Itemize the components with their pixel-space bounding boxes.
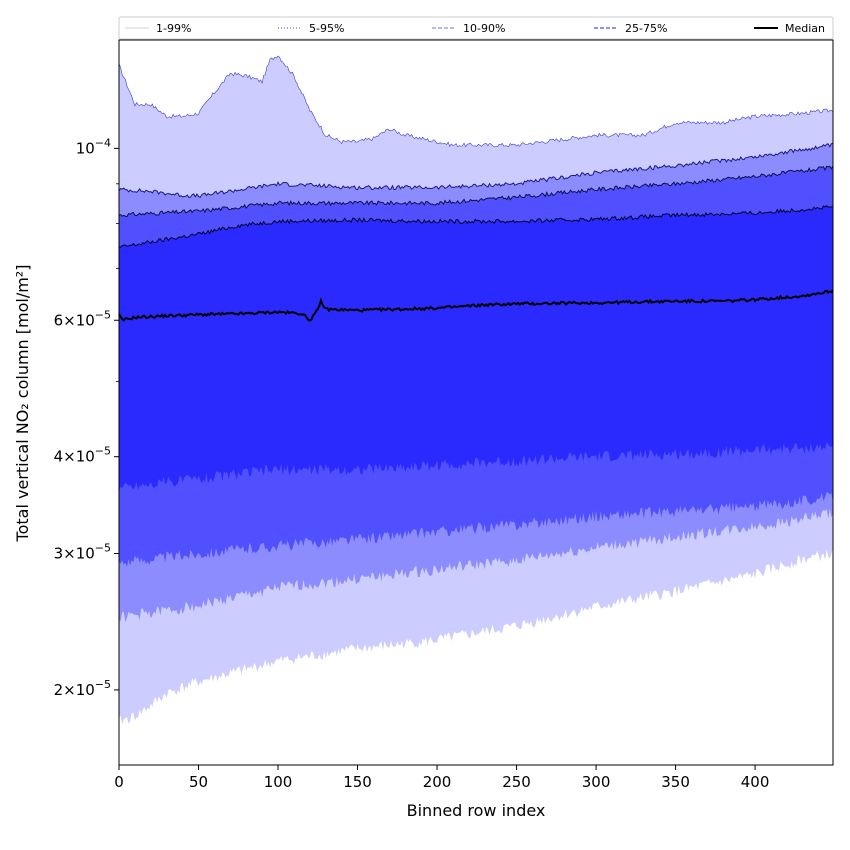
band-upper-edge-10-90% [118,165,834,218]
y-tick-label: 2×10−5 [54,678,111,699]
x-axis: 0 50 100 150 200 250 300 350 400 [114,765,769,791]
y-tick-label: 4×10−5 [54,445,111,466]
x-axis-label: Binned row index [407,801,546,820]
x-tick-label: 300 [582,773,611,791]
band-upper-edge-25-75% [118,205,834,248]
y-tick-label: 6×10−5 [54,308,111,329]
plot-frame [118,39,834,766]
x-tick-label: 350 [661,773,690,791]
legend-label: 1-99% [156,22,191,35]
legend-label: 10-90% [463,22,505,35]
legend-box [118,16,834,40]
legend-label: Median [785,22,825,35]
y-axis-label: Total vertical NO₂ column [mol/m²] [13,265,32,543]
x-tick-label: 200 [423,773,452,791]
band-25-75% [119,205,833,492]
y-tick-label: 3×10−5 [54,541,111,562]
x-tick-label: 400 [741,773,770,791]
legend-label: 25-75% [625,22,667,35]
x-tick-label: 0 [114,773,124,791]
y-tick-label: 10−4 [76,136,111,157]
band-upper-edge-5-95% [118,142,834,199]
legend: 1-99% 5-95% 10-90% 25-75% Median [118,16,834,40]
percentile-bands [118,55,834,725]
x-tick-label: 50 [189,773,208,791]
x-tick-label: 250 [502,773,531,791]
x-tick-label: 100 [264,773,293,791]
series-line-Median [118,289,834,322]
legend-label: 5-95% [309,22,344,35]
y-axis: 2×10−5 3×10−5 4×10−5 6×10−5 10−4 [54,136,119,699]
band-upper-edge-1-99% [118,55,834,148]
median-lines [118,289,834,322]
x-tick-label: 150 [343,773,372,791]
